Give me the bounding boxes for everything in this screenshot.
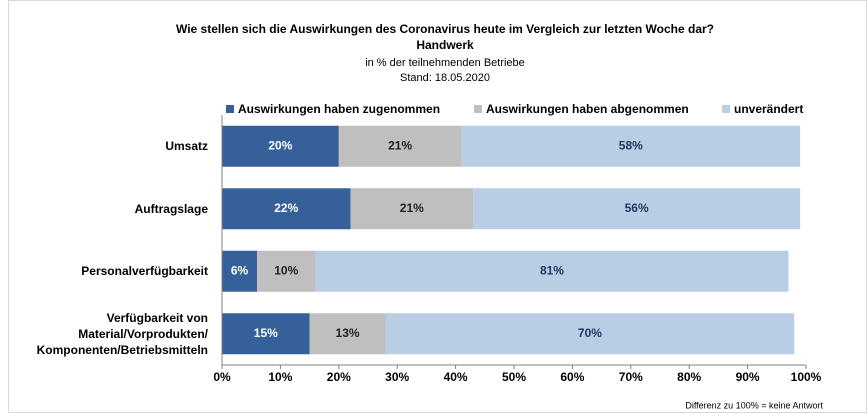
bar-segment <box>315 250 789 292</box>
legend-swatch <box>474 105 482 113</box>
value-label: 13% <box>336 326 360 340</box>
bar-segment <box>473 188 801 230</box>
value-label: 15% <box>254 326 278 340</box>
x-tick-label: 60% <box>560 370 584 384</box>
x-tick-label: 20% <box>327 370 351 384</box>
value-label: 56% <box>625 201 649 215</box>
value-label: 22% <box>274 201 298 215</box>
x-tick-label: 40% <box>444 370 468 384</box>
frame <box>8 0 867 413</box>
legend-label: Auswirkungen haben abgenommen <box>486 102 689 116</box>
legend-swatch <box>722 105 730 113</box>
bar-segment <box>222 250 258 292</box>
category-label: Verfügbarkeit von Material/Vorprodukten/… <box>36 310 208 357</box>
x-tick-label: 30% <box>385 370 409 384</box>
legend-label: unverändert <box>734 102 803 116</box>
category-label: Personalverfügbarkeit <box>81 264 208 279</box>
value-label: 20% <box>268 138 292 152</box>
legend-swatch <box>226 105 234 113</box>
value-label: 58% <box>619 138 643 152</box>
x-tick-label: 100% <box>791 370 822 384</box>
unit-note: in % der teilnehmenden Betriebe <box>365 57 525 69</box>
bar-segment <box>385 313 795 355</box>
category-label: Umsatz <box>165 139 208 154</box>
value-label: 21% <box>388 138 412 152</box>
footnote: Differenz zu 100% = keine Antwort <box>685 400 823 410</box>
x-tick-label: 70% <box>619 370 643 384</box>
value-label: 10% <box>274 263 298 277</box>
bar-segment <box>461 125 801 167</box>
value-label: 70% <box>578 326 602 340</box>
bar-segment <box>309 313 386 355</box>
x-tick-label: 10% <box>268 370 292 384</box>
bar-segment <box>222 313 310 355</box>
value-label: 6% <box>231 263 249 277</box>
bar-segment <box>257 250 316 292</box>
chart-subtitle: Handwerk <box>416 38 474 52</box>
legend-label: Auswirkungen haben zugenommen <box>238 102 440 116</box>
date-note: Stand: 18.05.2020 <box>400 72 490 84</box>
bar-segment <box>338 125 462 167</box>
chart-title: Wie stellen sich die Auswirkungen des Co… <box>176 22 714 36</box>
value-label: 21% <box>400 201 424 215</box>
bar-segment <box>222 188 351 230</box>
category-label: Auftragslage <box>134 201 208 216</box>
x-tick-label: 80% <box>677 370 701 384</box>
bar-segment <box>350 188 474 230</box>
value-label: 81% <box>540 263 564 277</box>
x-tick-label: 0% <box>213 370 231 384</box>
bar-segment <box>222 125 339 167</box>
x-tick-label: 50% <box>502 370 526 384</box>
x-tick-label: 90% <box>736 370 760 384</box>
